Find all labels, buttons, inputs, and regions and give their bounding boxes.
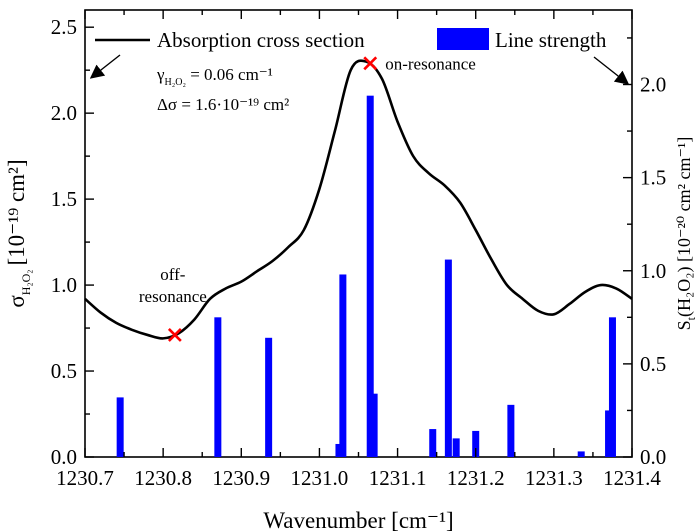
- line-strength-bar-11: [507, 404, 515, 457]
- x-axis-title: Wavenumber [cm⁻¹]: [263, 508, 453, 532]
- y-left-title-sub: H₂O₂: [19, 270, 33, 296]
- on-resonance-label: on-resonance: [385, 54, 476, 73]
- legend-bar-swatch: [437, 28, 489, 50]
- gamma-sub: H₂O₂: [165, 77, 186, 88]
- gamma-annotation: γH₂O₂ = 0.06 cm⁻¹: [156, 65, 273, 88]
- legend-line-entry: Absorption cross section: [95, 28, 365, 52]
- x-tick-label-7: 1231.4: [603, 466, 661, 490]
- gamma-symbol: γ: [156, 65, 165, 84]
- line-strength-bars: [116, 95, 616, 458]
- off-resonance-label-line1: off-: [160, 265, 186, 284]
- y-left-tick-label-3: 1.5: [51, 187, 77, 211]
- y-right-axis-title: St(H₂O₂) [10⁻²⁰ cm² cm⁻¹]: [674, 137, 698, 331]
- y-left-axis-title: σH₂O₂ [10⁻¹⁹ cm²]: [4, 159, 33, 307]
- resonance-markers: [167, 56, 378, 342]
- line-strength-bar-13: [605, 410, 613, 457]
- delta-sigma-annotation: Δσ = 1.6·10⁻¹⁹ cm²: [157, 95, 289, 114]
- resonance-marker-0-b: [167, 328, 182, 342]
- line-strength-bar-0: [116, 397, 124, 457]
- line-strength-bar-7: [429, 429, 437, 457]
- line-strength-bar-5: [366, 95, 374, 458]
- axis-tick-labels: 1230.7 1230.8 1230.9 1231.0 1231.1 1231.2 1231…: [51, 0, 667, 490]
- line-strength-bar-2: [265, 337, 273, 457]
- y-right-title-main: S: [674, 320, 694, 330]
- y-right-tick-label-4: 2.0: [640, 73, 666, 97]
- line-strength-bar-8: [444, 259, 452, 457]
- x-tick-label-4: 1231.1: [369, 466, 427, 490]
- y-right-tick-label-5: 2.5: [640, 0, 666, 3]
- x-tick-label-3: 1231.0: [291, 466, 349, 490]
- x-tick-label-5: 1231.2: [447, 466, 505, 490]
- y-left-tick-label-4: 2.0: [51, 101, 77, 125]
- axis-ticks: [84, 10, 633, 458]
- off-resonance-label-line2: resonance: [139, 287, 207, 306]
- line-strength-bar-4: [339, 274, 347, 457]
- y-right-title-sub: t: [684, 316, 698, 320]
- line-strength-bar-3: [335, 443, 343, 457]
- line-strength-bar-1: [214, 317, 222, 457]
- y-left-tick-label-0: 0.0: [51, 445, 77, 469]
- line-strength-bar-14: [608, 317, 616, 457]
- y-right-tick-label-0: 0.0: [640, 445, 666, 469]
- line-strength-bar-10: [472, 430, 480, 457]
- legend-bar-entry: Line strength: [437, 28, 607, 52]
- legend-bar-label: Line strength: [495, 28, 607, 52]
- gamma-rest: = 0.06 cm⁻¹: [186, 65, 273, 84]
- y-right-tick-label-2: 1.0: [640, 259, 666, 283]
- line-strength-bar-6: [370, 393, 378, 457]
- resonance-marker-1-b: [363, 56, 378, 71]
- x-tick-label-6: 1231.3: [525, 466, 583, 490]
- line-strength-bar-12: [577, 451, 585, 457]
- legend-arrow-left: [89, 54, 121, 79]
- x-tick-label-0: 1230.7: [56, 466, 114, 490]
- line-strength-bar-9: [452, 438, 460, 457]
- y-left-tick-label-1: 0.5: [51, 359, 77, 383]
- y-left-title-main: σ: [4, 295, 29, 308]
- y-left-title-rest: [10⁻¹⁹ cm²]: [4, 159, 29, 265]
- x-tick-label-2: 1230.9: [212, 466, 270, 490]
- y-right-tick-label-3: 1.5: [640, 166, 666, 190]
- y-left-tick-label-5: 2.5: [51, 15, 77, 39]
- legend-arrow-right: [593, 56, 630, 85]
- y-left-tick-label-2: 1.0: [51, 273, 77, 297]
- x-tick-label-1: 1230.8: [134, 466, 192, 490]
- legend-line-label: Absorption cross section: [157, 28, 365, 52]
- y-right-tick-label-1: 0.5: [640, 352, 666, 376]
- y-right-title-rest: (H₂O₂) [10⁻²⁰ cm² cm⁻¹]: [674, 137, 695, 317]
